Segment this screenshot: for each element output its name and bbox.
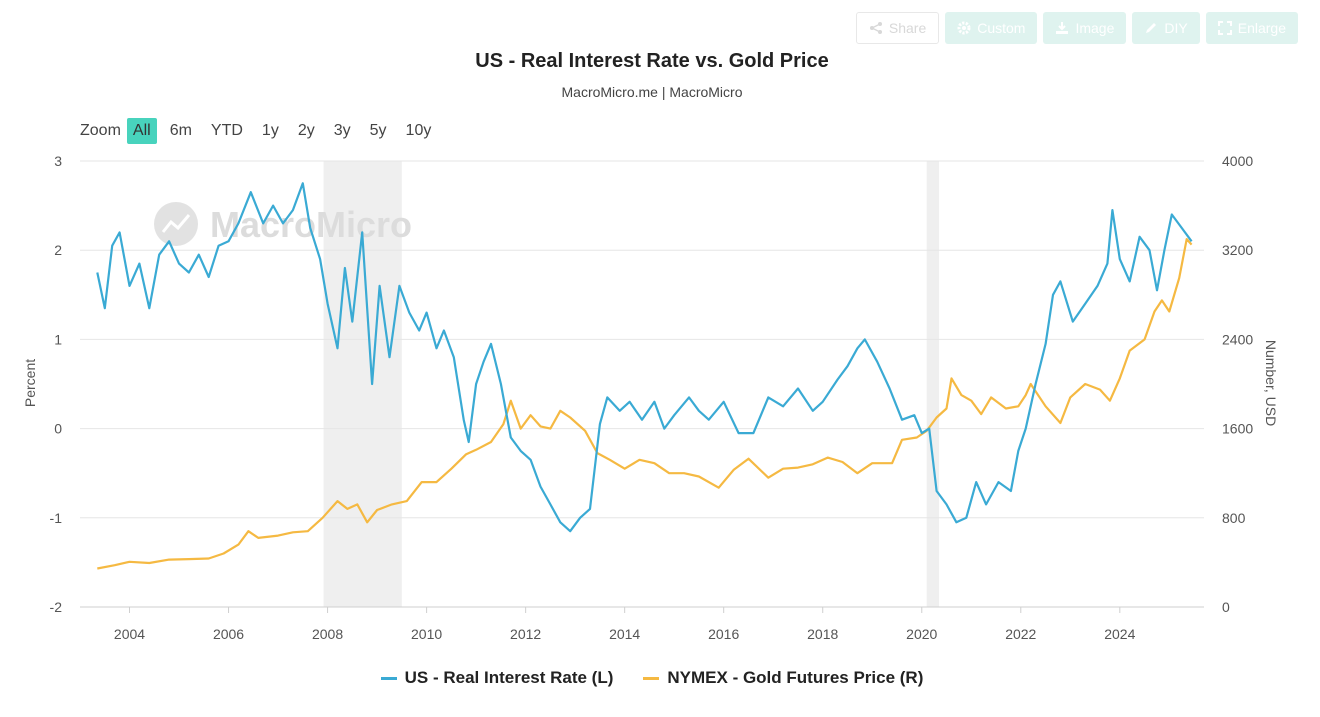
y-left-tick-label: 1	[54, 331, 62, 347]
y-axis-right: 4000 3200 2400 1600 800 0	[1222, 153, 1253, 615]
chart-toolbar: Share Custom Image DIY Enlarge	[855, 12, 1298, 44]
y-left-tick-label: 3	[54, 153, 62, 169]
legend-label-real-rate: US - Real Interest Rate (L)	[404, 668, 614, 687]
x-tick-label: 2010	[411, 626, 442, 642]
x-tick-label: 2006	[213, 626, 244, 642]
enlarge-label: Enlarge	[1237, 20, 1286, 36]
zoom-selector: Zoom All 6m YTD 1y 2y 3y 5y 10y	[80, 118, 444, 144]
zoom-2y-button[interactable]: 2y	[297, 122, 315, 139]
legend-swatch-gold	[643, 676, 660, 680]
share-button[interactable]: Share	[855, 12, 940, 44]
zoom-ytd-button[interactable]: YTD	[210, 122, 243, 139]
y-axis-right-title: Number, USD	[1263, 340, 1279, 426]
recession-band	[926, 161, 940, 607]
zoom-5y-button[interactable]: 5y	[369, 122, 387, 139]
legend-label-gold: NYMEX - Gold Futures Price (R)	[667, 668, 924, 687]
zoom-3y-button[interactable]: 3y	[333, 122, 351, 139]
x-tick-label: 2004	[114, 626, 145, 642]
legend-swatch-real-rate	[380, 676, 397, 680]
x-tick-label: 2020	[906, 626, 937, 642]
image-label: Image	[1075, 20, 1115, 36]
y-left-tick-label: 0	[54, 421, 62, 437]
watermark-chart-icon	[161, 214, 191, 233]
legend-item-real-rate[interactable]: US - Real Interest Rate (L)	[380, 668, 614, 688]
zoom-all-button[interactable]: All	[126, 118, 157, 144]
real-rate-line	[96, 182, 1193, 533]
enlarge-button[interactable]: Enlarge	[1205, 12, 1298, 44]
y-axis-left-title: Percent	[22, 359, 38, 407]
x-tick-label: 2008	[312, 626, 343, 642]
y-right-tick-label: 2400	[1222, 331, 1253, 347]
y-left-tick-label: -2	[50, 599, 63, 615]
download-icon	[1056, 22, 1069, 34]
custom-label: Custom	[977, 20, 1026, 36]
image-button[interactable]: Image	[1043, 12, 1127, 44]
gear-icon	[957, 21, 971, 35]
watermark-text: MacroMicro	[210, 204, 412, 245]
expand-icon	[1217, 21, 1232, 35]
x-tick-label: 2014	[609, 626, 640, 642]
x-tick-label: 2018	[807, 626, 838, 642]
series-lines	[96, 182, 1193, 570]
chart-subtitle: MacroMicro.me | MacroMicro	[561, 84, 743, 100]
diy-label: DIY	[1164, 20, 1188, 36]
zoom-10y-button[interactable]: 10y	[405, 122, 432, 139]
x-tick-label: 2012	[510, 626, 541, 642]
zoom-label: Zoom	[80, 122, 121, 139]
y-right-tick-label: 4000	[1222, 153, 1253, 169]
x-tick-label: 2024	[1104, 626, 1135, 642]
y-axis-left: 3 2 1 0 -1 -2	[50, 153, 63, 615]
y-right-tick-label: 800	[1222, 510, 1246, 526]
custom-button[interactable]: Custom	[945, 12, 1038, 44]
x-tick-label: 2016	[708, 626, 739, 642]
recession-bands	[323, 161, 940, 607]
y-right-tick-label: 3200	[1222, 242, 1253, 258]
y-left-tick-label: -1	[50, 510, 63, 526]
gold-price-line	[97, 238, 1193, 570]
share-label: Share	[888, 20, 927, 36]
share-icon	[869, 22, 882, 34]
chart-title: US - Real Interest Rate vs. Gold Price	[475, 50, 829, 72]
pencil-icon	[1146, 23, 1157, 33]
zoom-1y-button[interactable]: 1y	[261, 122, 279, 139]
zoom-6m-button[interactable]: 6m	[169, 122, 192, 139]
legend-item-gold[interactable]: NYMEX - Gold Futures Price (R)	[643, 668, 923, 688]
x-axis: 2004 2006 2008 2010 2012 2014 2016 2018 2020 2022…	[80, 606, 1204, 642]
y-left-tick-label: 2	[54, 242, 62, 258]
watermark-logo-icon	[154, 202, 198, 246]
diy-button[interactable]: DIY	[1132, 12, 1200, 44]
y-right-tick-label: 0	[1222, 599, 1230, 615]
y-right-tick-label: 1600	[1222, 421, 1253, 437]
chart-legend: US - Real Interest Rate (L) NYMEX - Gold…	[0, 668, 1304, 688]
x-tick-label: 2022	[1005, 626, 1036, 642]
